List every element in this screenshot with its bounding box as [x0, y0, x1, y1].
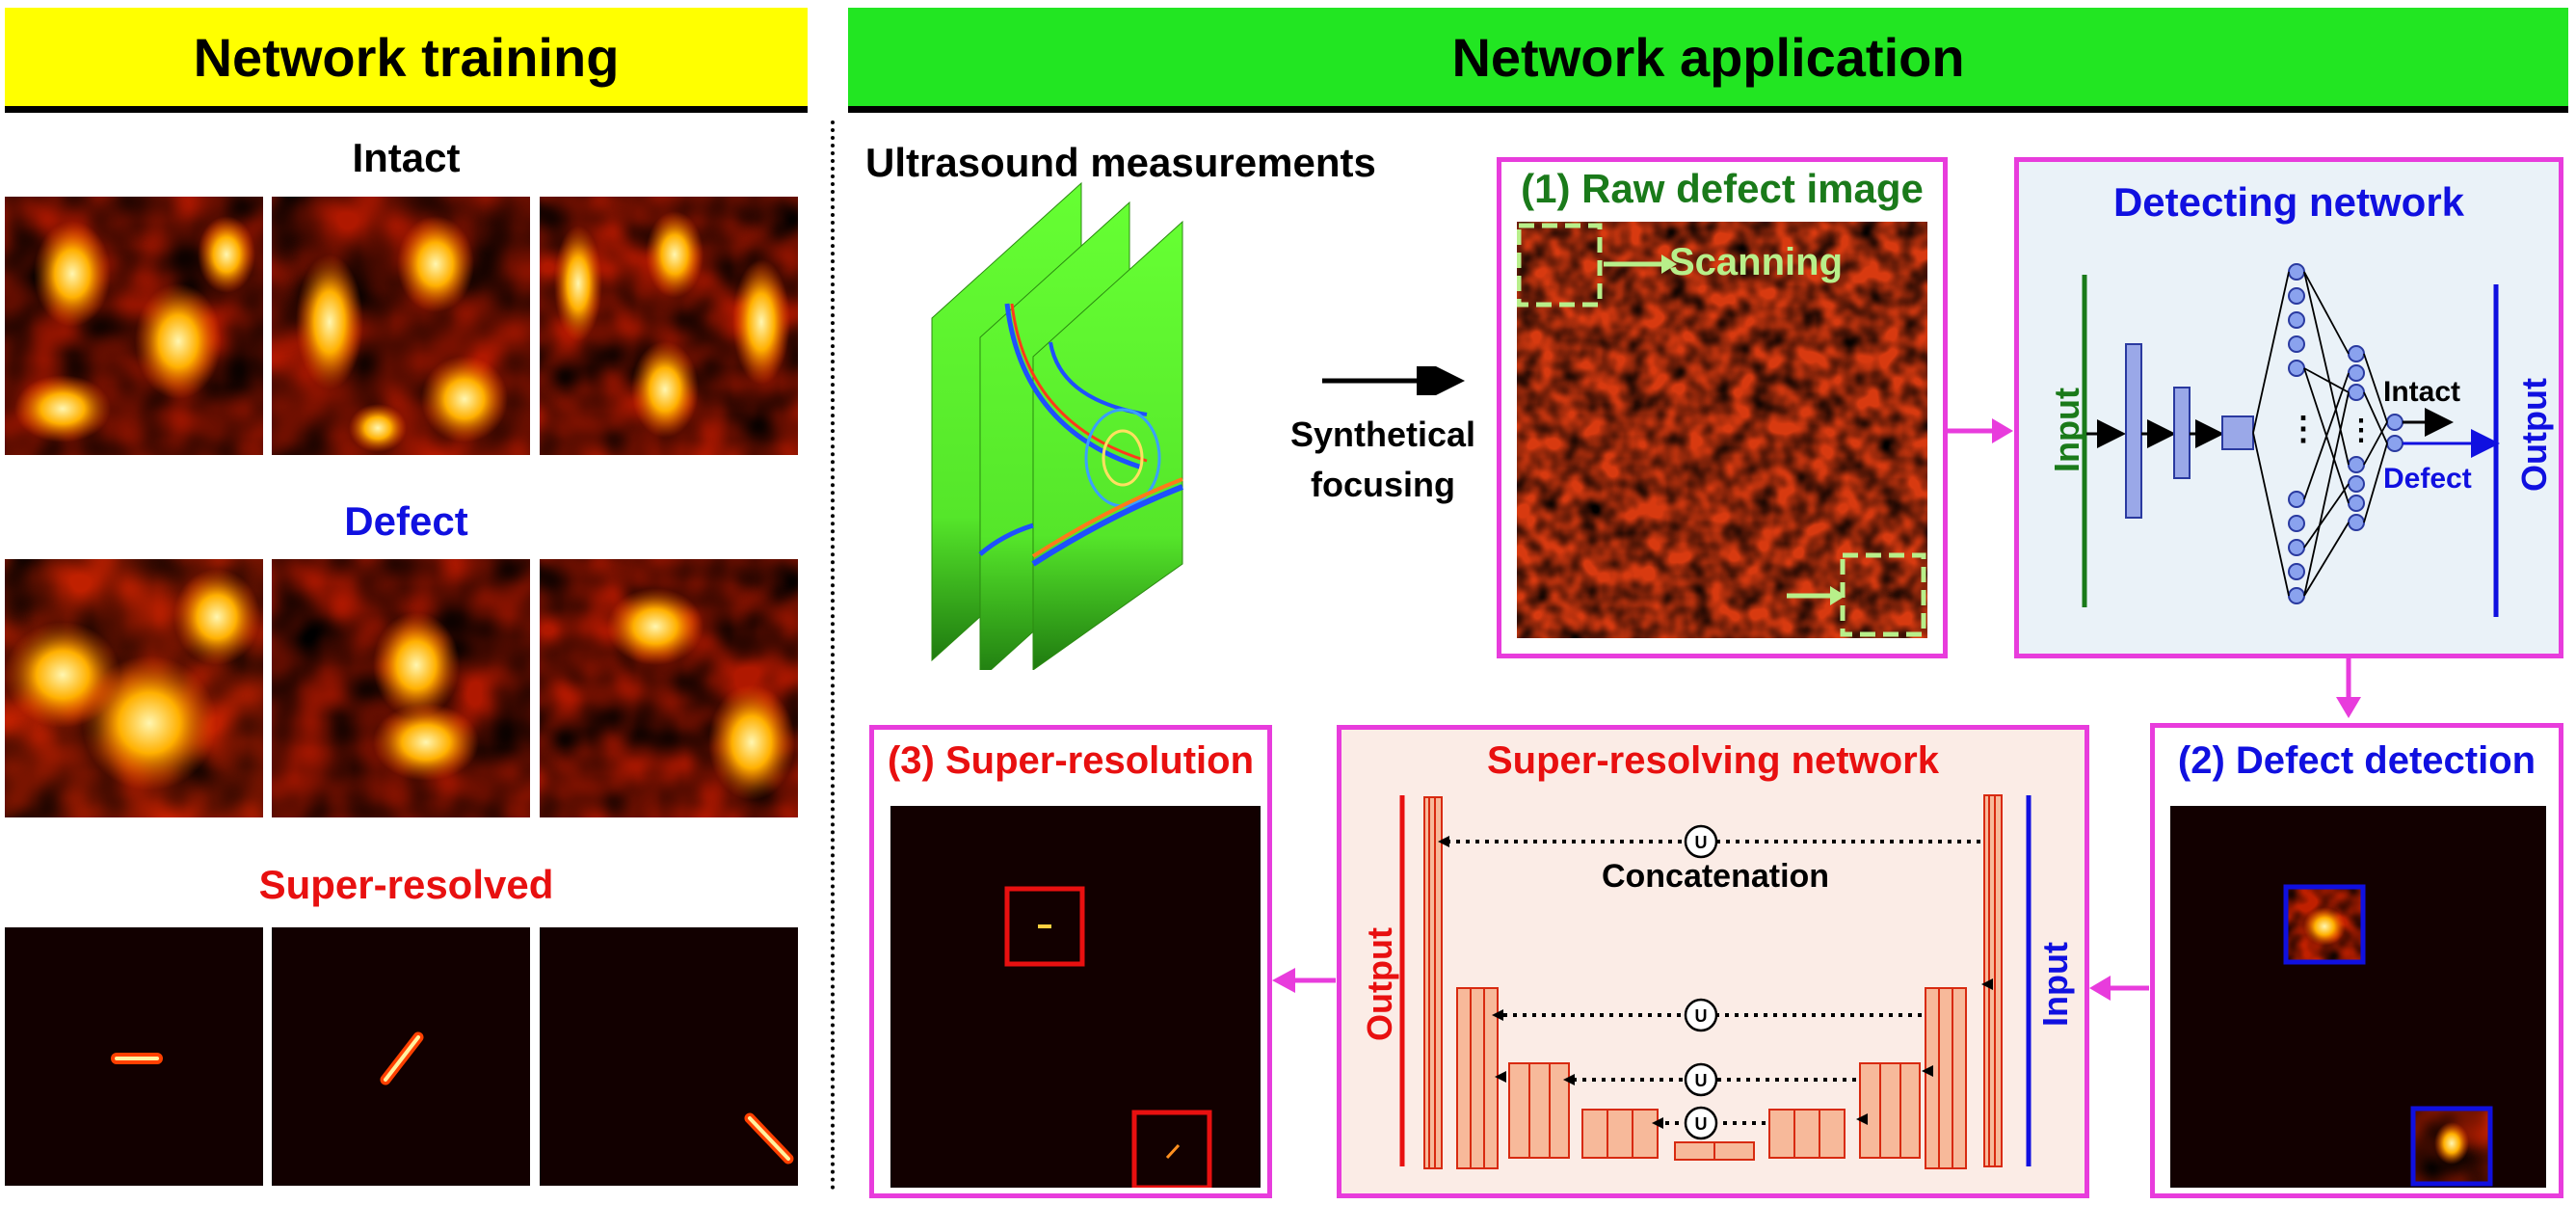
super-resolving-network-title: Super-resolving network	[1487, 739, 1939, 782]
detecting-intact-label: Intact	[2383, 376, 2461, 408]
detecting-network-title: Detecting network	[2112, 179, 2465, 225]
defect-image-2	[272, 559, 530, 817]
concatenation-label: Concatenation	[1601, 858, 1830, 895]
synthetical-line: Synthetical	[1289, 415, 1476, 454]
super-resolved-image-2	[272, 927, 530, 1186]
super-resolved-label: Super-resolved	[258, 862, 554, 907]
super-resolution-panel	[869, 725, 1272, 1198]
svg-text:⋮: ⋮	[2347, 415, 2376, 446]
intact-image-3	[540, 197, 798, 455]
detecting-defect-label: Defect	[2383, 463, 2472, 495]
defect-detection-title: (2) Defect detection	[2177, 739, 2536, 782]
right-banner-rule	[848, 106, 2568, 113]
super-resolution-image	[890, 806, 1261, 1191]
superres-to-result-arrow	[1272, 968, 1336, 993]
ultrasound-measurements-label: Ultrasound measurements	[865, 140, 1376, 185]
synthetical-focusing-label: Synthetical focusing	[1282, 410, 1484, 510]
raw-defect-image-panel	[1497, 157, 1948, 658]
left-banner-rule	[5, 106, 808, 113]
detection-to-superres-arrow	[2089, 976, 2149, 1001]
raw-defect-image	[1516, 222, 1927, 638]
detecting-output-label: Output	[2514, 378, 2554, 492]
defect-label: Defect	[344, 498, 468, 544]
defect-detection-image	[2170, 806, 2546, 1188]
network-training-title: Network training	[193, 26, 620, 88]
unet-u-2: U	[1695, 1006, 1708, 1026]
unet-u-3: U	[1695, 1071, 1708, 1090]
unet-diagram: U U U U	[1399, 794, 2032, 1169]
detecting-network-diagram: ⋮ ⋮	[2082, 263, 2500, 617]
unet-u-1: U	[1695, 833, 1708, 852]
network-training-banner: Network training	[5, 8, 808, 106]
synthetic-focusing-arrow	[1322, 366, 1465, 395]
raw-defect-image-title: (1) Raw defect image	[1521, 166, 1924, 211]
unet-u-4: U	[1695, 1114, 1708, 1134]
focusing-line: focusing	[1311, 465, 1455, 504]
svg-text:⋮: ⋮	[2287, 411, 2320, 447]
ultrasound-planes	[931, 181, 1184, 670]
intact-label: Intact	[352, 135, 461, 180]
super-resolved-image-3	[540, 927, 798, 1186]
detecting-to-detection-arrow	[2336, 658, 2361, 718]
network-application-banner: Network application	[848, 8, 2568, 106]
super-resolved-image-1	[5, 927, 263, 1186]
raw-to-detecting-arrow	[1948, 418, 2013, 443]
intact-image-1	[5, 197, 263, 455]
panel-separator	[831, 120, 835, 1191]
scanning-label: Scanning	[1669, 241, 1844, 283]
defect-image-3	[540, 559, 798, 817]
super-resolution-title: (3) Super-resolution	[887, 739, 1255, 782]
defect-detection-panel	[2150, 723, 2563, 1198]
defect-image-1	[5, 559, 263, 817]
network-application-title: Network application	[1451, 26, 1965, 88]
intact-image-2	[272, 197, 530, 455]
